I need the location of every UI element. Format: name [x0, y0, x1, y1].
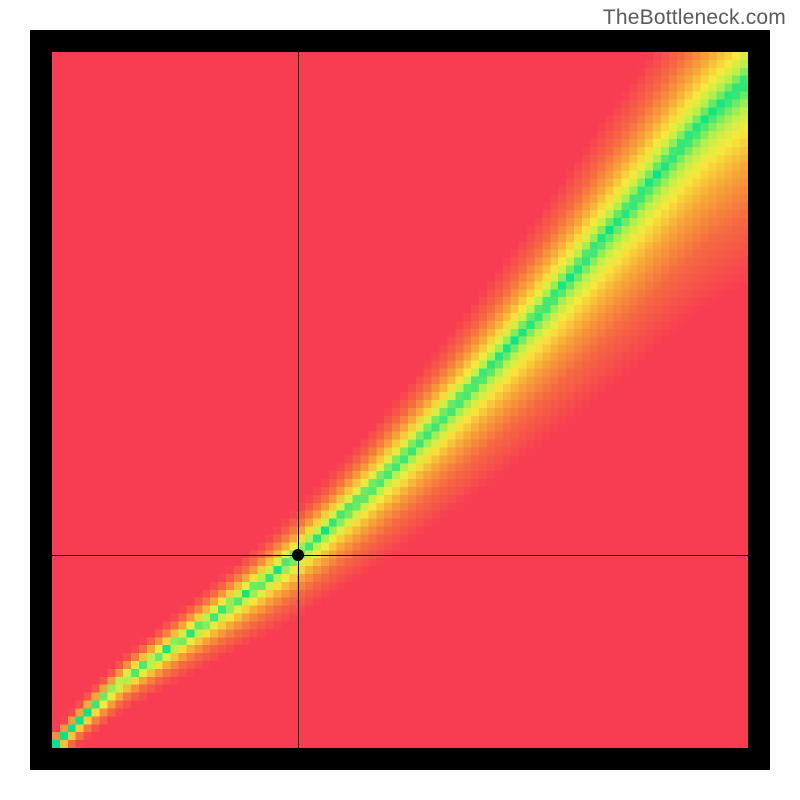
plot-area: [52, 52, 748, 748]
crosshair-vertical: [298, 52, 299, 748]
marker-dot: [292, 549, 304, 561]
watermark-text: TheBottleneck.com: [603, 6, 786, 30]
heatmap-canvas: [52, 52, 748, 748]
chart-frame: [30, 30, 770, 770]
crosshair-horizontal: [52, 555, 748, 556]
